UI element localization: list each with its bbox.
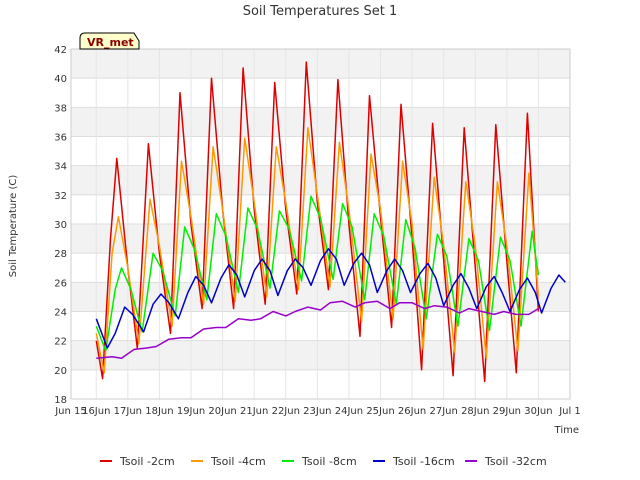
x-tick-label: 17Jun [114, 406, 142, 417]
x-tick-label: 22Jun [272, 406, 300, 417]
series-line-tsoil-4cm [95, 127, 540, 374]
y-tick-label: 30 [54, 220, 67, 231]
series-line-tsoil-8cm [95, 195, 540, 352]
x-tick-label: 29Jun [493, 406, 521, 417]
y-tick-label: 32 [54, 191, 67, 202]
x-tick-label: 30Jun [524, 406, 552, 417]
legend-label: Tsoil -4cm [210, 455, 266, 468]
y-tick-label: 26 [54, 278, 67, 289]
plot-band [71, 165, 570, 195]
legend-label: Tsoil -2cm [119, 455, 175, 468]
x-tick-label: 19Jun [177, 406, 205, 417]
legend-label: Tsoil -16cm [392, 455, 455, 468]
x-tick-label: 18Jun [145, 406, 173, 417]
x-tick-label: 27Jun [429, 406, 457, 417]
x-tick-label: 21Jun [240, 406, 268, 417]
y-tick-label: 38 [54, 103, 67, 114]
y-tick-label: 22 [54, 337, 67, 348]
plot-band [71, 107, 570, 137]
x-tick-label: Jul 1 [558, 406, 581, 417]
plot-frame [70, 48, 571, 400]
x-axis-label: Time [554, 425, 579, 436]
y-tick-label: 36 [54, 133, 67, 144]
x-tick-label: 25Jun [366, 406, 394, 417]
series-line-tsoil-16cm [95, 248, 566, 349]
y-axis-label: Soil Temperature (C) [8, 175, 19, 278]
series-layer [95, 61, 566, 383]
series-line-tsoil-32cm [96, 300, 539, 359]
y-tick-label: 24 [54, 308, 67, 319]
y-tick-label: 34 [54, 162, 67, 173]
y-tick-label: 20 [54, 366, 67, 377]
station-badge-label: VR_met [87, 36, 134, 49]
x-tick-label: Jun 15 [54, 406, 87, 417]
x-tick-label: 28Jun [461, 406, 489, 417]
y-tick-label: 18 [54, 395, 67, 406]
plot-band [71, 49, 570, 79]
x-tick-label: 16Jun [82, 406, 110, 417]
chart-title: Soil Temperatures Set 1 [243, 4, 398, 19]
y-tick-label: 42 [54, 45, 67, 56]
x-tick-label: 24Jun [335, 406, 363, 417]
legend: Tsoil -2cm Tsoil -4cm Tsoil -8cm Tsoil -16c… [100, 455, 547, 468]
station-badge: VR_met [79, 32, 140, 50]
series-line-tsoil-2cm [95, 61, 540, 383]
y-tick-label: 40 [54, 74, 67, 85]
y-tick-label: 28 [54, 249, 67, 260]
x-tick-label: 26Jun [398, 406, 426, 417]
legend-label: Tsoil -8cm [301, 455, 357, 468]
plot-band [71, 340, 570, 370]
x-tick-label: 23Jun [303, 406, 331, 417]
y-tick-labels: 18 20 22 24 26 28 30 32 34 36 38 40 42 [54, 45, 67, 406]
x-tick-label: 20Jun [208, 406, 236, 417]
legend-label: Tsoil -32cm [484, 455, 547, 468]
